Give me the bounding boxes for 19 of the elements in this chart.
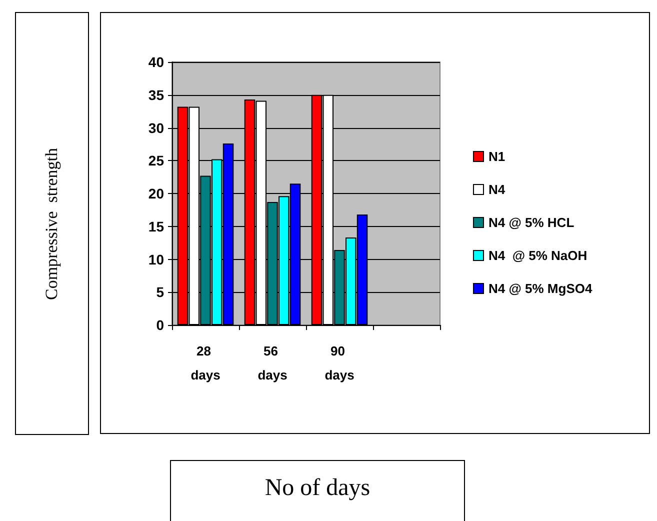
y-tick-label: 35: [148, 86, 164, 103]
y-tick-label: 20: [148, 186, 164, 202]
y-tick-label: 30: [148, 120, 164, 136]
x-tick-label: 56 days: [258, 344, 288, 382]
y-tick-label: 5: [156, 284, 164, 300]
x-tick-label: 28 days: [190, 344, 220, 382]
legend-label: N1: [488, 149, 506, 164]
y-tick-label: 0: [156, 317, 164, 333]
x-axis-title: No of days: [264, 475, 370, 501]
legend-label: N4 @ 5% NaOH: [488, 248, 588, 263]
legend-label: N4 @ 5% HCL: [488, 215, 574, 230]
legend-label: N4: [488, 182, 506, 197]
y-tick-label: 10: [148, 251, 164, 268]
y-tick-label: 15: [148, 218, 164, 234]
y-tick-label: 25: [148, 152, 164, 169]
legend-label: N4 @ 5% MgSO4: [488, 281, 593, 296]
x-tick-label: 90 days: [324, 344, 354, 382]
y-tick-label: 40: [148, 54, 164, 70]
text: Compressive strength: [42, 147, 62, 300]
